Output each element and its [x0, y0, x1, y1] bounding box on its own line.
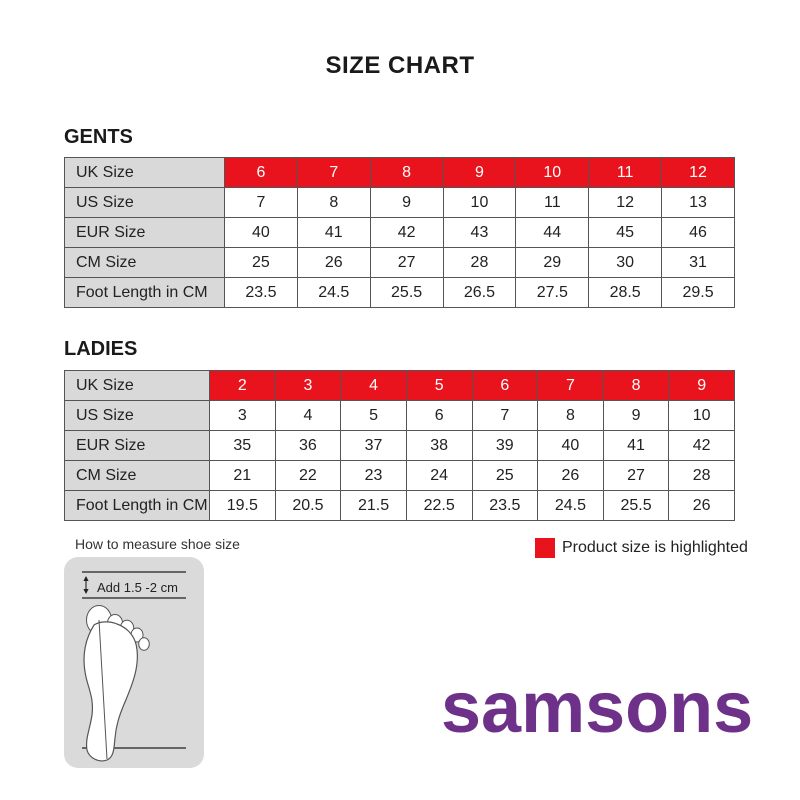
svg-text:Add 1.5 -2 cm: Add 1.5 -2 cm: [97, 580, 178, 595]
